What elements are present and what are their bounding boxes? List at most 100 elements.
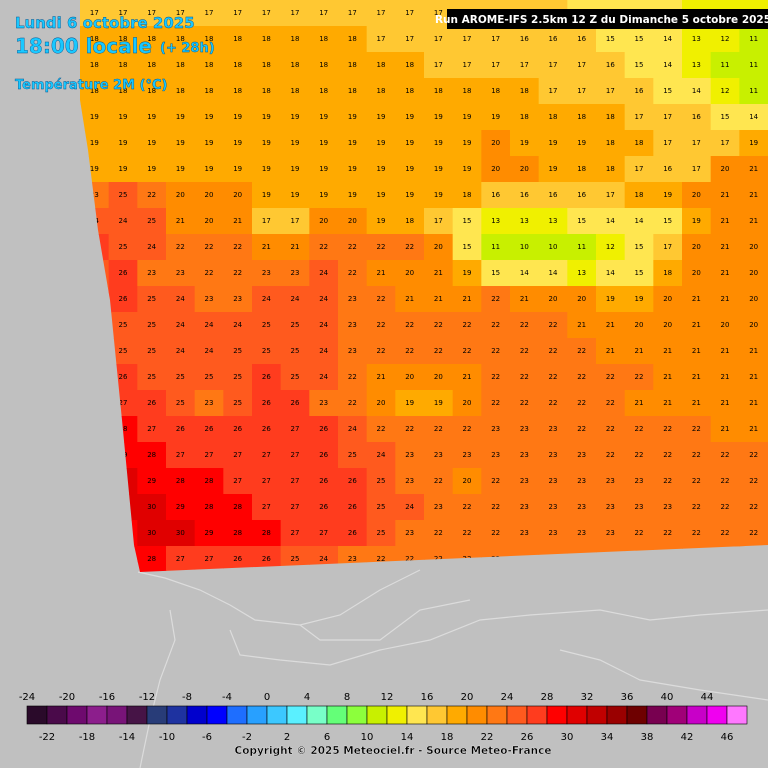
legend-tick-label: 6 xyxy=(324,732,330,743)
temperature-cell xyxy=(538,520,568,547)
temperature-value: 25 xyxy=(291,555,300,563)
run-box xyxy=(447,9,768,29)
temperature-value: 28 xyxy=(233,529,242,537)
temperature-cell xyxy=(137,364,167,391)
legend-tick-label: 34 xyxy=(601,732,614,743)
temperature-cell xyxy=(510,312,540,339)
temperature-value: 23 xyxy=(147,269,156,277)
temperature-cell xyxy=(280,286,310,313)
temperature-cell xyxy=(338,0,368,27)
temperature-value: 18 xyxy=(119,35,128,43)
temperature-value: 19 xyxy=(491,113,500,121)
temperature-value: 22 xyxy=(520,347,529,355)
temperature-value: 18 xyxy=(520,113,529,121)
temperature-cell xyxy=(252,416,282,443)
temperature-cell xyxy=(252,338,282,365)
temperature-cell xyxy=(166,130,196,157)
temperature-value: 26 xyxy=(348,529,357,537)
temperature-cell xyxy=(739,286,768,313)
temperature-cell xyxy=(424,26,454,53)
temperature-cell xyxy=(596,78,626,105)
temperature-cell xyxy=(366,0,396,27)
temperature-cell xyxy=(710,78,740,105)
temperature-value: 23 xyxy=(606,477,615,485)
legend-swatch xyxy=(166,705,188,725)
temperature-value: 19 xyxy=(606,295,615,303)
temperature-value: 21 xyxy=(749,399,758,407)
temperature-cell xyxy=(452,520,482,547)
temperature-value: 17 xyxy=(405,35,414,43)
temperature-cell xyxy=(510,52,540,79)
temperature-value: 12 xyxy=(606,243,615,251)
temperature-value: 18 xyxy=(405,61,414,69)
temperature-value: 19 xyxy=(147,113,156,121)
temperature-value: 17 xyxy=(520,61,529,69)
legend-swatch xyxy=(686,705,708,725)
legend-swatch xyxy=(606,705,628,725)
temperature-cell xyxy=(682,260,712,287)
temperature-cell xyxy=(309,338,339,365)
temperature-cell xyxy=(280,78,310,105)
temperature-cell xyxy=(280,130,310,157)
temperature-value: 21 xyxy=(692,295,701,303)
temperature-value: 19 xyxy=(205,113,214,121)
temperature-value: 17 xyxy=(348,9,357,17)
temperature-cell xyxy=(567,26,597,53)
temperature-value: 25 xyxy=(147,347,156,355)
temperature-cell xyxy=(538,52,568,79)
temperature-cell xyxy=(338,104,368,131)
temperature-cell xyxy=(452,26,482,53)
legend-tick-label: -10 xyxy=(159,732,175,743)
temperature-value: 20 xyxy=(377,399,386,407)
temperature-value: 26 xyxy=(119,269,128,277)
legend-tick-label: 14 xyxy=(401,732,414,743)
legend-tick-label: -16 xyxy=(99,692,115,703)
temperature-value: 19 xyxy=(577,139,586,147)
legend-swatch xyxy=(566,705,588,725)
temperature-value: 23 xyxy=(319,399,328,407)
temperature-value: 19 xyxy=(434,165,443,173)
temperature-cell xyxy=(739,78,768,105)
temperature-cell xyxy=(252,260,282,287)
temperature-value: 19 xyxy=(463,269,472,277)
temperature-cell xyxy=(452,364,482,391)
temperature-value: 18 xyxy=(606,113,615,121)
temperature-value: 25 xyxy=(147,217,156,225)
temperature-cell xyxy=(481,416,511,443)
temperature-value: 17 xyxy=(377,35,386,43)
temperature-cell xyxy=(682,312,712,339)
legend-tick-label: -18 xyxy=(79,732,95,743)
temperature-cell xyxy=(223,26,253,53)
temperature-cell xyxy=(538,260,568,287)
temperature-value: 19 xyxy=(405,165,414,173)
temperature-value: 23 xyxy=(205,399,214,407)
temperature-value: 13 xyxy=(549,217,558,225)
temperature-cell xyxy=(309,312,339,339)
temperature-cell xyxy=(395,234,425,261)
temperature-cell xyxy=(223,494,253,521)
temperature-cell xyxy=(510,494,540,521)
legend-tick-label: -20 xyxy=(59,692,75,703)
legend-tick-label: -22 xyxy=(39,732,55,743)
temperature-value: 28 xyxy=(205,477,214,485)
temperature-value: 25 xyxy=(262,347,271,355)
temperature-value: 19 xyxy=(319,165,328,173)
temperature-value: 15 xyxy=(721,113,730,121)
temperature-value: 17 xyxy=(233,9,242,17)
temperature-cell xyxy=(481,260,511,287)
temperature-value: 19 xyxy=(262,165,271,173)
temperature-cell xyxy=(510,416,540,443)
temperature-value: 19 xyxy=(434,399,443,407)
temperature-value: 11 xyxy=(749,61,758,69)
temperature-cell xyxy=(309,494,339,521)
temperature-value: 23 xyxy=(549,451,558,459)
temperature-cell xyxy=(309,182,339,209)
temperature-cell xyxy=(624,312,654,339)
temperature-value: 16 xyxy=(491,191,500,199)
temperature-value: 13 xyxy=(692,35,701,43)
temperature-value: 21 xyxy=(721,373,730,381)
legend-swatch xyxy=(706,705,728,725)
temperature-cell xyxy=(452,312,482,339)
temperature-value: 19 xyxy=(262,139,271,147)
temperature-cell xyxy=(710,312,740,339)
